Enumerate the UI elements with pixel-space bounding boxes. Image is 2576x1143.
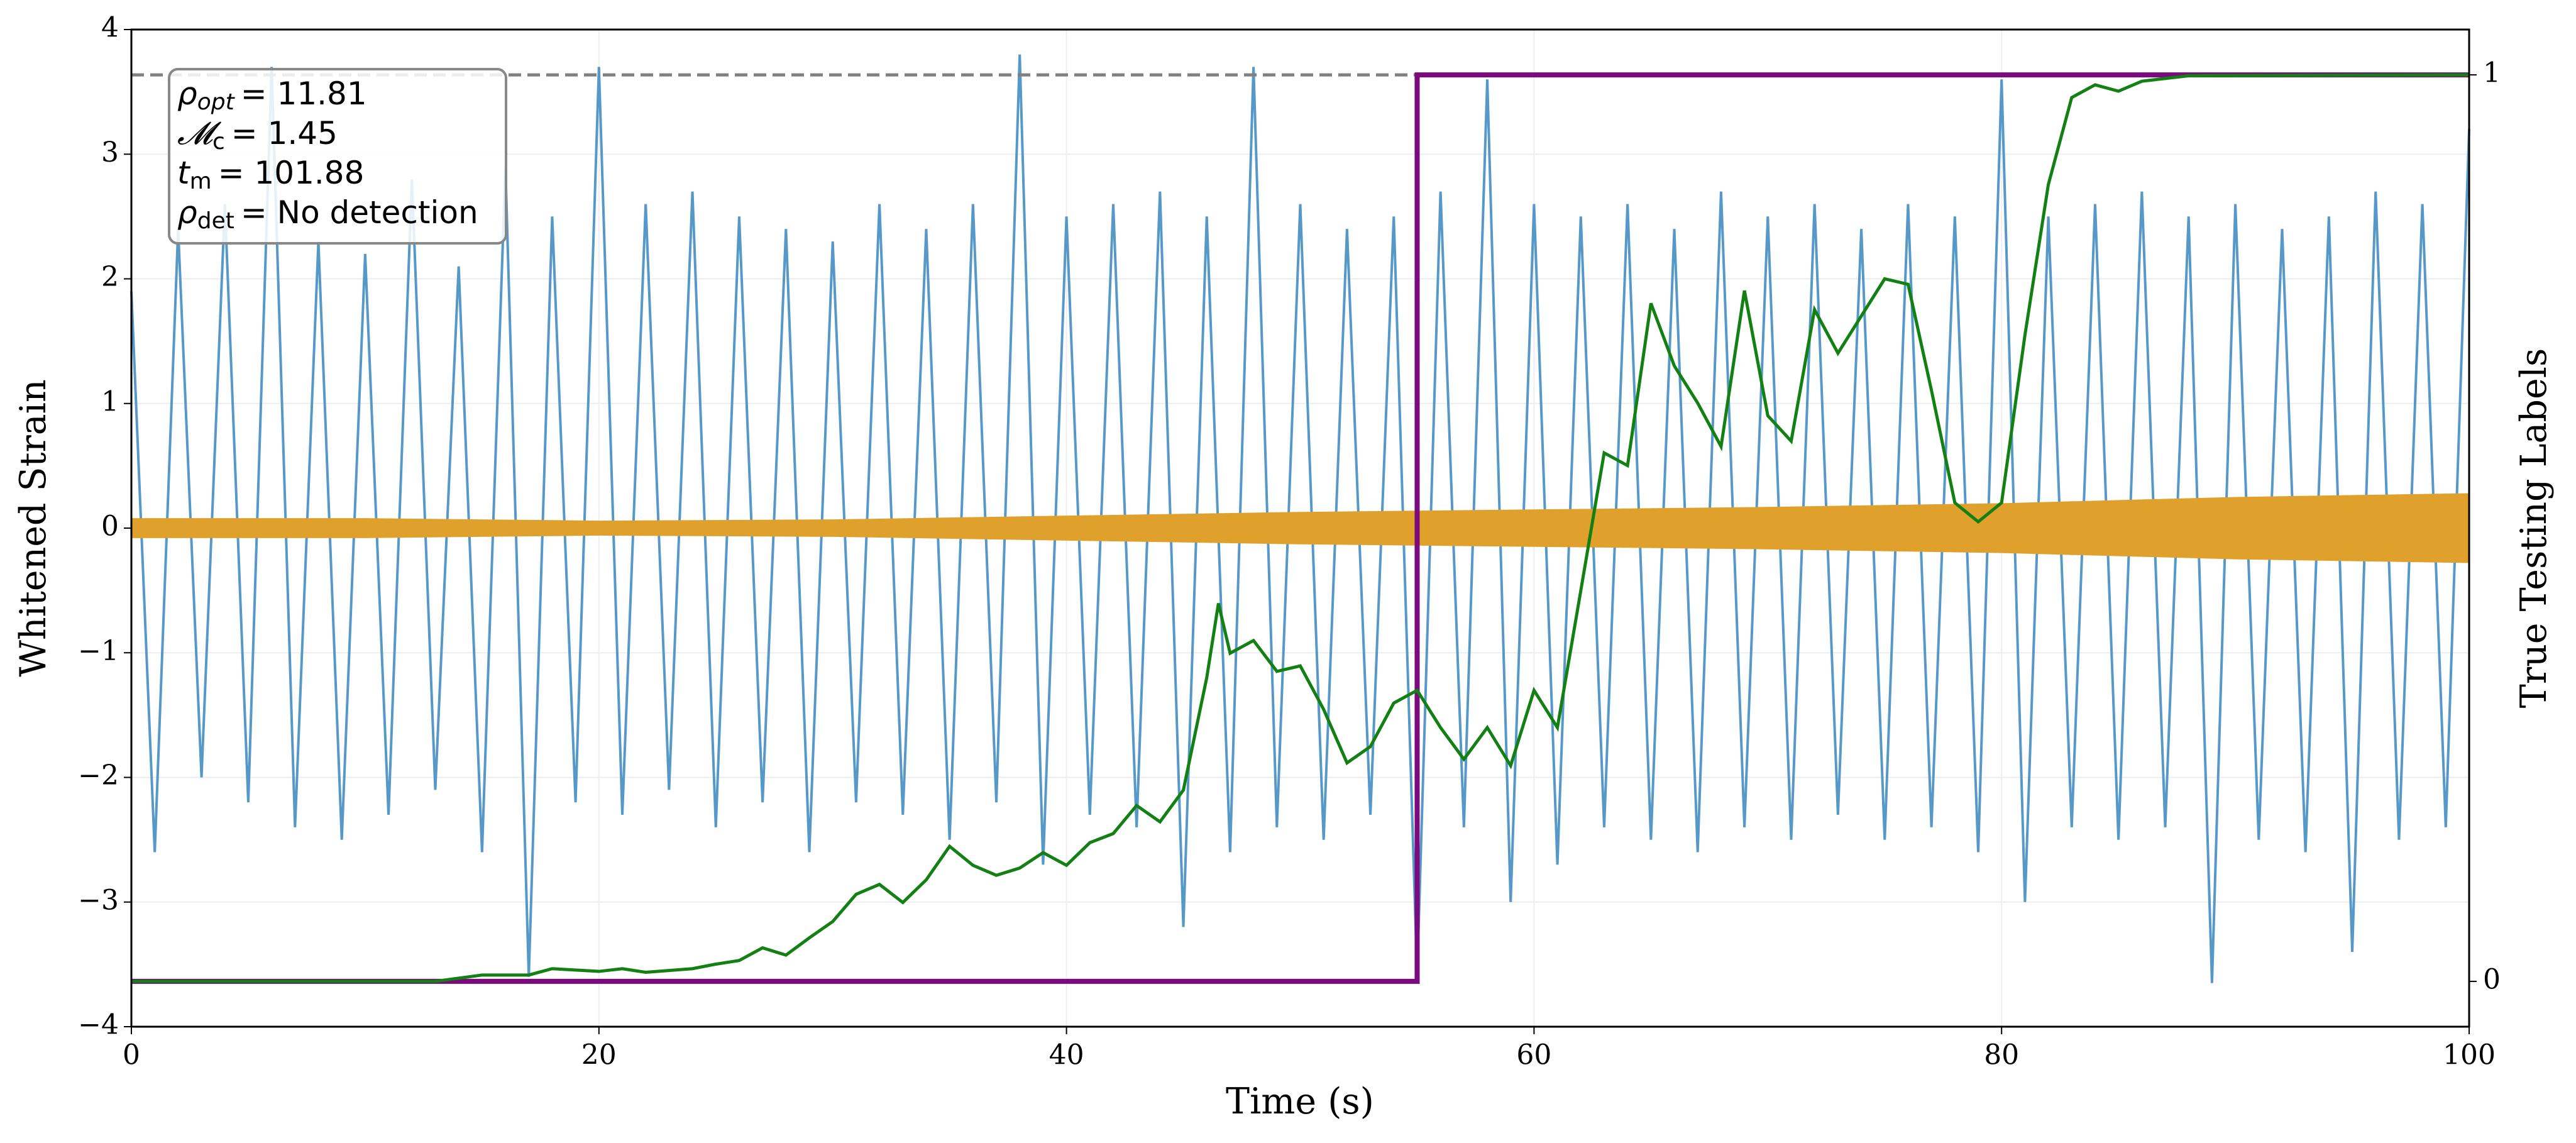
- y-tick-label: −3: [78, 884, 119, 916]
- annotation: tm = 101.88: [177, 155, 364, 195]
- y2-axis-label: True Testing Labels: [2513, 348, 2555, 708]
- x-tick-label: 100: [2443, 1039, 2496, 1071]
- y2-tick-label: 0: [2483, 963, 2501, 995]
- y-tick-label: −2: [78, 759, 119, 792]
- y-axis-label: Whitened Strain: [13, 379, 54, 676]
- series-line: [131, 72, 2469, 984]
- x-tick-label: 80: [1984, 1039, 2019, 1071]
- annotation-subscript: m: [190, 168, 212, 194]
- annotation-symbol: t: [177, 155, 191, 191]
- y-tick-label: 4: [101, 12, 119, 44]
- annotation-subscript: opt: [197, 89, 236, 115]
- annotation-value: = 1.45: [231, 115, 338, 152]
- annotation-value: = 101.88: [218, 155, 365, 191]
- x-tick-label: 20: [581, 1039, 617, 1071]
- x-tick-label: 0: [123, 1039, 140, 1071]
- signal-band: [131, 493, 2469, 563]
- y-tick-label: 1: [101, 385, 119, 417]
- plot-frame: [130, 28, 2470, 1028]
- annotation-symbol: ρ: [177, 75, 197, 112]
- noise-line: [130, 54, 2470, 983]
- y2-tick-label: 1: [2483, 57, 2501, 89]
- y-tick-label: −1: [78, 635, 119, 667]
- annotation-subscript: c: [212, 129, 225, 155]
- annotation-subscript: det: [197, 208, 234, 234]
- annotation: ρopt = 11.81: [177, 75, 367, 116]
- y-tick-label: 0: [101, 511, 119, 543]
- annotation: ρdet = No detection: [177, 194, 478, 235]
- y-tick-label: 2: [101, 261, 119, 293]
- annotation-value: = No detection: [241, 194, 478, 231]
- x-tick-label: 40: [1049, 1039, 1084, 1071]
- x-axis-label: Time (s): [1226, 1081, 1374, 1122]
- annotation-box: [168, 68, 507, 245]
- series-line: [131, 73, 2470, 983]
- annotation-value: = 11.81: [241, 75, 367, 112]
- annotation: 𝓜c = 1.45: [177, 115, 338, 155]
- annotation-symbol: ρ: [177, 194, 197, 231]
- x-tick-label: 60: [1516, 1039, 1551, 1071]
- y-tick-label: 3: [101, 136, 119, 168]
- y-tick-label: −4: [78, 1009, 119, 1041]
